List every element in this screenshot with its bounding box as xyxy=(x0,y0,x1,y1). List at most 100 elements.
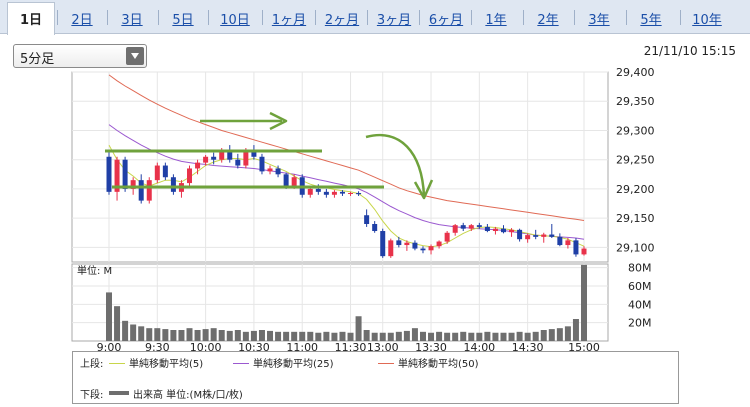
volume-bar xyxy=(267,330,274,341)
candle-body xyxy=(235,159,241,166)
volume-bar xyxy=(114,306,121,341)
tab-4[interactable]: 10日 xyxy=(220,13,250,28)
legend-ma5-text: 単純移動平均(5) xyxy=(129,359,204,370)
y-tick-label: 29,250 xyxy=(616,154,655,167)
ma50-swatch xyxy=(378,362,394,364)
volume-bar xyxy=(419,331,426,341)
x-tick-label: 14:00 xyxy=(463,341,495,354)
volume-bar xyxy=(452,332,459,341)
x-tick-label: 13:30 xyxy=(415,341,447,354)
tab-separator xyxy=(107,10,108,25)
volume-bar xyxy=(363,330,370,341)
tab-9[interactable]: 1年 xyxy=(485,13,507,28)
volume-bar xyxy=(122,320,129,341)
volume-bar xyxy=(508,332,515,341)
tab-12[interactable]: 5年 xyxy=(640,13,662,28)
candle-body xyxy=(323,191,329,195)
volume-bar xyxy=(444,332,451,341)
volume-bar xyxy=(331,332,338,341)
volume-bar xyxy=(299,331,306,341)
arrow-down-curve xyxy=(365,134,426,197)
x-tick-label: 14:30 xyxy=(512,341,544,354)
volume-swatch xyxy=(109,391,129,395)
candle-body xyxy=(146,180,152,201)
candle-body xyxy=(259,156,265,172)
candle-body xyxy=(243,150,249,166)
tab-0[interactable]: 1日 xyxy=(7,2,55,35)
tab-8[interactable]: 6ヶ月 xyxy=(428,13,464,28)
interval-select[interactable]: 5分足 xyxy=(13,44,147,68)
legend-ma5: 単純移動平均(5) xyxy=(109,355,203,370)
volume-bar xyxy=(242,331,249,341)
candle-body xyxy=(573,240,579,255)
x-tick-label: 15:00 xyxy=(568,341,600,354)
volume-bar xyxy=(291,331,298,341)
volume-panel xyxy=(71,263,609,342)
arrow-down-head xyxy=(413,179,434,200)
legend-volume-text: 出来高 単位:(M株/口/枚) xyxy=(133,390,243,401)
tab-5[interactable]: 1ヶ月 xyxy=(271,13,307,28)
candle-body xyxy=(533,235,539,237)
candle-body xyxy=(227,150,233,160)
candle-body xyxy=(517,229,523,240)
candle-body xyxy=(492,228,498,232)
volume-bar xyxy=(178,330,185,341)
volume-bar xyxy=(556,328,563,341)
tab-separator xyxy=(523,10,524,25)
volume-bar xyxy=(436,331,443,341)
volume-bar xyxy=(379,332,386,341)
tab-1[interactable]: 2日 xyxy=(71,13,93,28)
tab-13[interactable]: 10年 xyxy=(692,13,722,28)
candle-body xyxy=(484,226,490,232)
tab-separator xyxy=(262,10,263,25)
x-tick-label: 13:00 xyxy=(367,341,399,354)
volume-bar xyxy=(275,331,282,341)
volume-bar xyxy=(411,328,418,341)
y-tick-label: 29,200 xyxy=(616,183,655,196)
candle-body xyxy=(476,225,482,227)
y-tick-label: 29,100 xyxy=(616,241,655,254)
volume-bar xyxy=(162,329,169,341)
volume-bar xyxy=(146,328,153,341)
volume-bar xyxy=(202,329,209,341)
candle-body xyxy=(154,165,160,181)
volume-bar xyxy=(234,330,241,341)
tab-2[interactable]: 3日 xyxy=(121,13,143,28)
candle-body xyxy=(130,180,136,189)
legend-upper-label: 上段: xyxy=(80,359,104,370)
ma50-line xyxy=(108,74,585,221)
volume-tick-label: 60M xyxy=(628,280,652,293)
volume-bar xyxy=(387,332,394,341)
candle-body xyxy=(106,156,112,192)
tab-6[interactable]: 2ヶ月 xyxy=(324,13,360,28)
tab-3[interactable]: 5日 xyxy=(172,13,194,28)
timeframe-tabbar: 1日 2日 3日 5日 10日 1ヶ月 2ヶ月 3ヶ月 6ヶ月 1年 2年 3年 5年 10年 xyxy=(0,0,750,35)
candle-body xyxy=(452,225,458,233)
candle-body xyxy=(307,188,313,195)
volume-bar xyxy=(484,331,491,341)
candle-body xyxy=(283,174,289,186)
volume-bar xyxy=(460,331,467,341)
tab-10[interactable]: 2年 xyxy=(537,13,559,28)
tab-11[interactable]: 3年 xyxy=(588,13,610,28)
tab-separator xyxy=(208,10,209,25)
y-tick-label: 29,150 xyxy=(616,212,655,225)
volume-bar xyxy=(186,328,193,341)
volume-tick-label: 20M xyxy=(628,317,652,330)
candle-body xyxy=(275,168,281,175)
tab-7[interactable]: 3ヶ月 xyxy=(376,13,412,28)
volume-bar xyxy=(476,332,483,341)
ma25-swatch xyxy=(233,362,249,364)
tab-separator xyxy=(626,10,627,25)
volume-bar xyxy=(581,264,587,341)
candle-body xyxy=(195,162,201,169)
chevron-down-icon[interactable] xyxy=(126,47,144,65)
candle-body xyxy=(509,229,515,233)
volume-unit-label: 単位: M xyxy=(77,264,112,277)
candle-body xyxy=(557,236,563,246)
candle-body xyxy=(114,159,120,192)
candle-body xyxy=(211,156,217,160)
chart-timestamp: 21/11/10 15:15 xyxy=(643,44,736,58)
volume-bar xyxy=(540,330,547,341)
candle-body xyxy=(364,215,370,224)
